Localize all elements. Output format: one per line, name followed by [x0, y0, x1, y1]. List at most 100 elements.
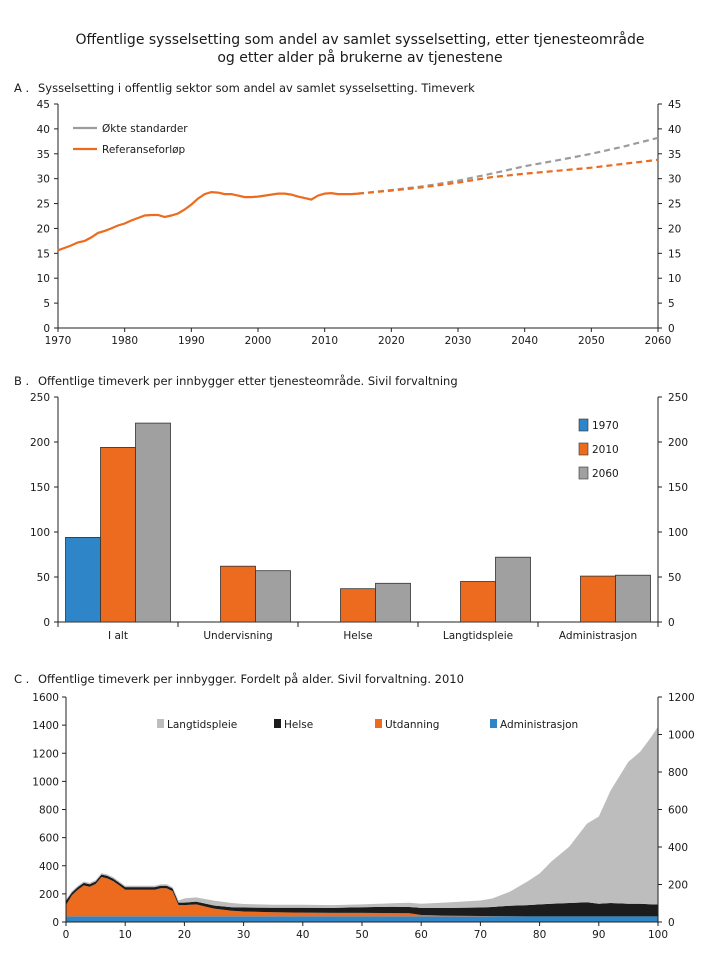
a-x-tick-label: 2000 — [245, 335, 272, 347]
c-y-tick-label-right: 200 — [668, 880, 688, 892]
a-y-tick-label-right: 40 — [668, 124, 681, 136]
b-y-tick-label-left: 250 — [30, 392, 50, 404]
a-y-tick-label-left: 35 — [37, 149, 50, 161]
a-y-tick-label-left: 0 — [43, 323, 50, 335]
b-legend-label: 1970 — [592, 420, 619, 432]
a-line-referanseforlop — [357, 158, 659, 195]
c-y-tick-label-right: 800 — [668, 767, 688, 779]
b-category-label: Langtidspleie — [443, 630, 513, 642]
b-y-tick-label-left: 200 — [30, 437, 50, 449]
c-area-utdanning — [66, 877, 658, 917]
a-y-tick-label-left: 40 — [37, 124, 50, 136]
b-category-label: Administrasjon — [559, 630, 637, 642]
a-y-tick-label-left: 10 — [37, 273, 50, 285]
b-y-tick-label-left: 100 — [30, 527, 50, 539]
c-x-tick-label: 60 — [415, 929, 428, 941]
b-y-tick-label-right: 50 — [668, 572, 681, 584]
a-y-tick-label-right: 20 — [668, 223, 681, 235]
c-legend-swatch — [274, 719, 281, 728]
c-y-tick-label-left: 800 — [39, 805, 59, 817]
c-y-tick-label-right: 400 — [668, 842, 688, 854]
c-y-tick-label-left: 1000 — [32, 776, 59, 788]
a-x-tick-label: 2050 — [578, 335, 605, 347]
c-area-helse — [66, 874, 658, 917]
c-x-tick-label: 90 — [592, 929, 605, 941]
panel-a-title: Sysselsetting i offentlig sektor som and… — [38, 81, 475, 95]
a-x-tick-label: 2020 — [378, 335, 405, 347]
c-y-tick-label-right: 600 — [668, 805, 688, 817]
a-x-tick-label: 1980 — [111, 335, 138, 347]
a-y-tick-label-right: 25 — [668, 199, 681, 211]
a-x-tick-label: 2030 — [445, 335, 472, 347]
a-x-tick-label: 1990 — [178, 335, 205, 347]
b-y-tick-label-right: 250 — [668, 392, 688, 404]
c-legend-label: Langtidspleie — [167, 719, 237, 731]
c-x-tick-label: 100 — [648, 929, 668, 941]
c-legend-swatch — [490, 719, 497, 728]
a-y-tick-label-left: 15 — [37, 248, 50, 260]
b-bar-2010 — [340, 588, 376, 623]
b-legend-label: 2010 — [592, 444, 619, 456]
a-y-tick-label-left: 30 — [37, 174, 50, 186]
a-y-tick-label-right: 45 — [668, 99, 681, 111]
panel-a-letter: A . — [14, 81, 29, 95]
c-legend-label: Administrasjon — [500, 719, 578, 731]
a-y-tick-label-right: 35 — [668, 149, 681, 161]
c-x-tick-label: 30 — [237, 929, 250, 941]
a-y-tick-label-right: 15 — [668, 248, 681, 260]
c-x-tick-label: 20 — [178, 929, 191, 941]
panel-b-title: Offentlige timeverk per innbygger etter … — [38, 374, 458, 388]
b-bar-2060 — [615, 574, 651, 623]
a-y-tick-label-right: 5 — [668, 298, 675, 310]
panel-c-title: Offentlige timeverk per innbygger. Forde… — [38, 672, 464, 686]
b-bar-2060 — [255, 570, 291, 623]
a-y-tick-label-right: 30 — [668, 174, 681, 186]
b-category-label: I alt — [108, 630, 128, 642]
b-bar-2010 — [220, 565, 256, 623]
c-x-tick-label: 80 — [533, 929, 546, 941]
c-y-tick-label-right: 1200 — [668, 692, 695, 704]
c-y-tick-label-left: 0 — [52, 917, 59, 929]
c-y-tick-label-right: 0 — [668, 917, 675, 929]
c-y-tick-label-left: 1600 — [32, 692, 59, 704]
b-legend-label: 2060 — [592, 468, 619, 480]
c-area-langtidspleie — [66, 726, 658, 908]
a-legend-label: Referanseforløp — [102, 144, 186, 156]
a-legend-label: Økte standarder — [102, 123, 188, 135]
c-y-tick-label-left: 1400 — [32, 720, 59, 732]
c-legend-swatch — [375, 719, 382, 728]
b-legend-swatch — [578, 418, 589, 432]
a-x-tick-label: 2060 — [645, 335, 672, 347]
c-x-tick-label: 0 — [63, 929, 70, 941]
c-y-tick-label-left: 600 — [39, 833, 59, 845]
a-y-tick-label-left: 45 — [37, 99, 50, 111]
a-y-tick-label-left: 5 — [43, 298, 50, 310]
b-bar-2060 — [135, 422, 171, 623]
a-x-tick-label: 1970 — [45, 335, 72, 347]
b-y-tick-label-left: 50 — [37, 572, 50, 584]
c-legend-label: Helse — [284, 719, 313, 731]
b-bar-1970 — [65, 537, 101, 623]
b-category-label: Undervisning — [203, 630, 272, 642]
b-bar-2010 — [580, 575, 616, 623]
b-bar-2060 — [495, 556, 531, 623]
main-title-line1: Offentlige sysselsetting som andel av sa… — [76, 31, 645, 48]
a-y-tick-label-right: 10 — [668, 273, 681, 285]
panel-c: C . Offentlige timeverk per innbygger. F… — [14, 672, 695, 941]
c-x-tick-label: 40 — [296, 929, 309, 941]
c-y-tick-label-left: 200 — [39, 889, 59, 901]
b-category-label: Helse — [343, 630, 372, 642]
c-legend-label: Utdanning — [385, 719, 439, 731]
panel-b-letter: B . — [14, 374, 29, 388]
c-x-tick-label: 10 — [119, 929, 132, 941]
a-y-tick-label-left: 25 — [37, 199, 50, 211]
c-y-tick-label-left: 400 — [39, 861, 59, 873]
c-x-tick-label: 50 — [355, 929, 368, 941]
c-y-tick-label-right: 1000 — [668, 730, 695, 742]
a-line-historical — [57, 190, 359, 252]
b-y-tick-label-left: 150 — [30, 482, 50, 494]
b-y-tick-label-right: 100 — [668, 527, 688, 539]
a-x-tick-label: 2040 — [511, 335, 538, 347]
c-y-tick-label-left: 1200 — [32, 748, 59, 760]
